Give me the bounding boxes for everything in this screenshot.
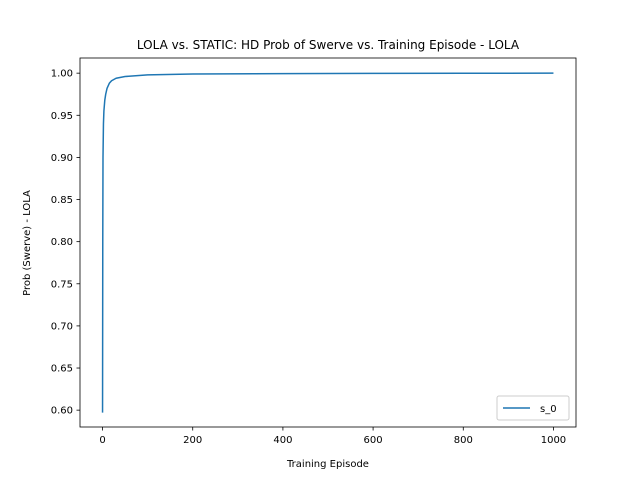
plot-area: [79, 57, 577, 428]
x-tick-label: 600: [364, 435, 383, 446]
y-tick-label: 0.90: [51, 153, 73, 164]
y-tick-label: 0.80: [51, 237, 73, 248]
y-axis-title: Prob (Swerve) - LOLA: [22, 190, 33, 296]
y-tick-label: 0.75: [51, 279, 73, 290]
x-tick-label: 0: [99, 435, 105, 446]
y-tick-label: 0.65: [51, 364, 73, 375]
y-tick-label: 0.85: [51, 195, 73, 206]
x-axis-title: Training Episode: [286, 459, 369, 470]
y-tick-label: 0.60: [51, 406, 73, 417]
plot-frame: [79, 57, 577, 428]
x-tick-label: 200: [183, 435, 202, 446]
x-tick-label: 1000: [541, 435, 566, 446]
legend-label: s_0: [540, 404, 557, 415]
x-tick-label: 800: [454, 435, 473, 446]
x-axis: 0 200 400 600 800 1000: [99, 427, 566, 446]
chart-title: LOLA vs. STATIC: HD Prob of Swerve vs. T…: [137, 38, 520, 52]
y-tick-label: 0.95: [51, 111, 73, 122]
legend: s_0: [496, 395, 570, 421]
x-tick-label: 400: [273, 435, 292, 446]
series-line-s_0: [101, 72, 554, 413]
y-axis: 0.60 0.65 0.70 0.75 0.80 0.85 0.90 0.95 1.00: [51, 69, 80, 417]
legend-box: [496, 395, 570, 421]
y-tick-label: 0.70: [51, 321, 73, 332]
y-tick-label: 1.00: [51, 69, 73, 80]
